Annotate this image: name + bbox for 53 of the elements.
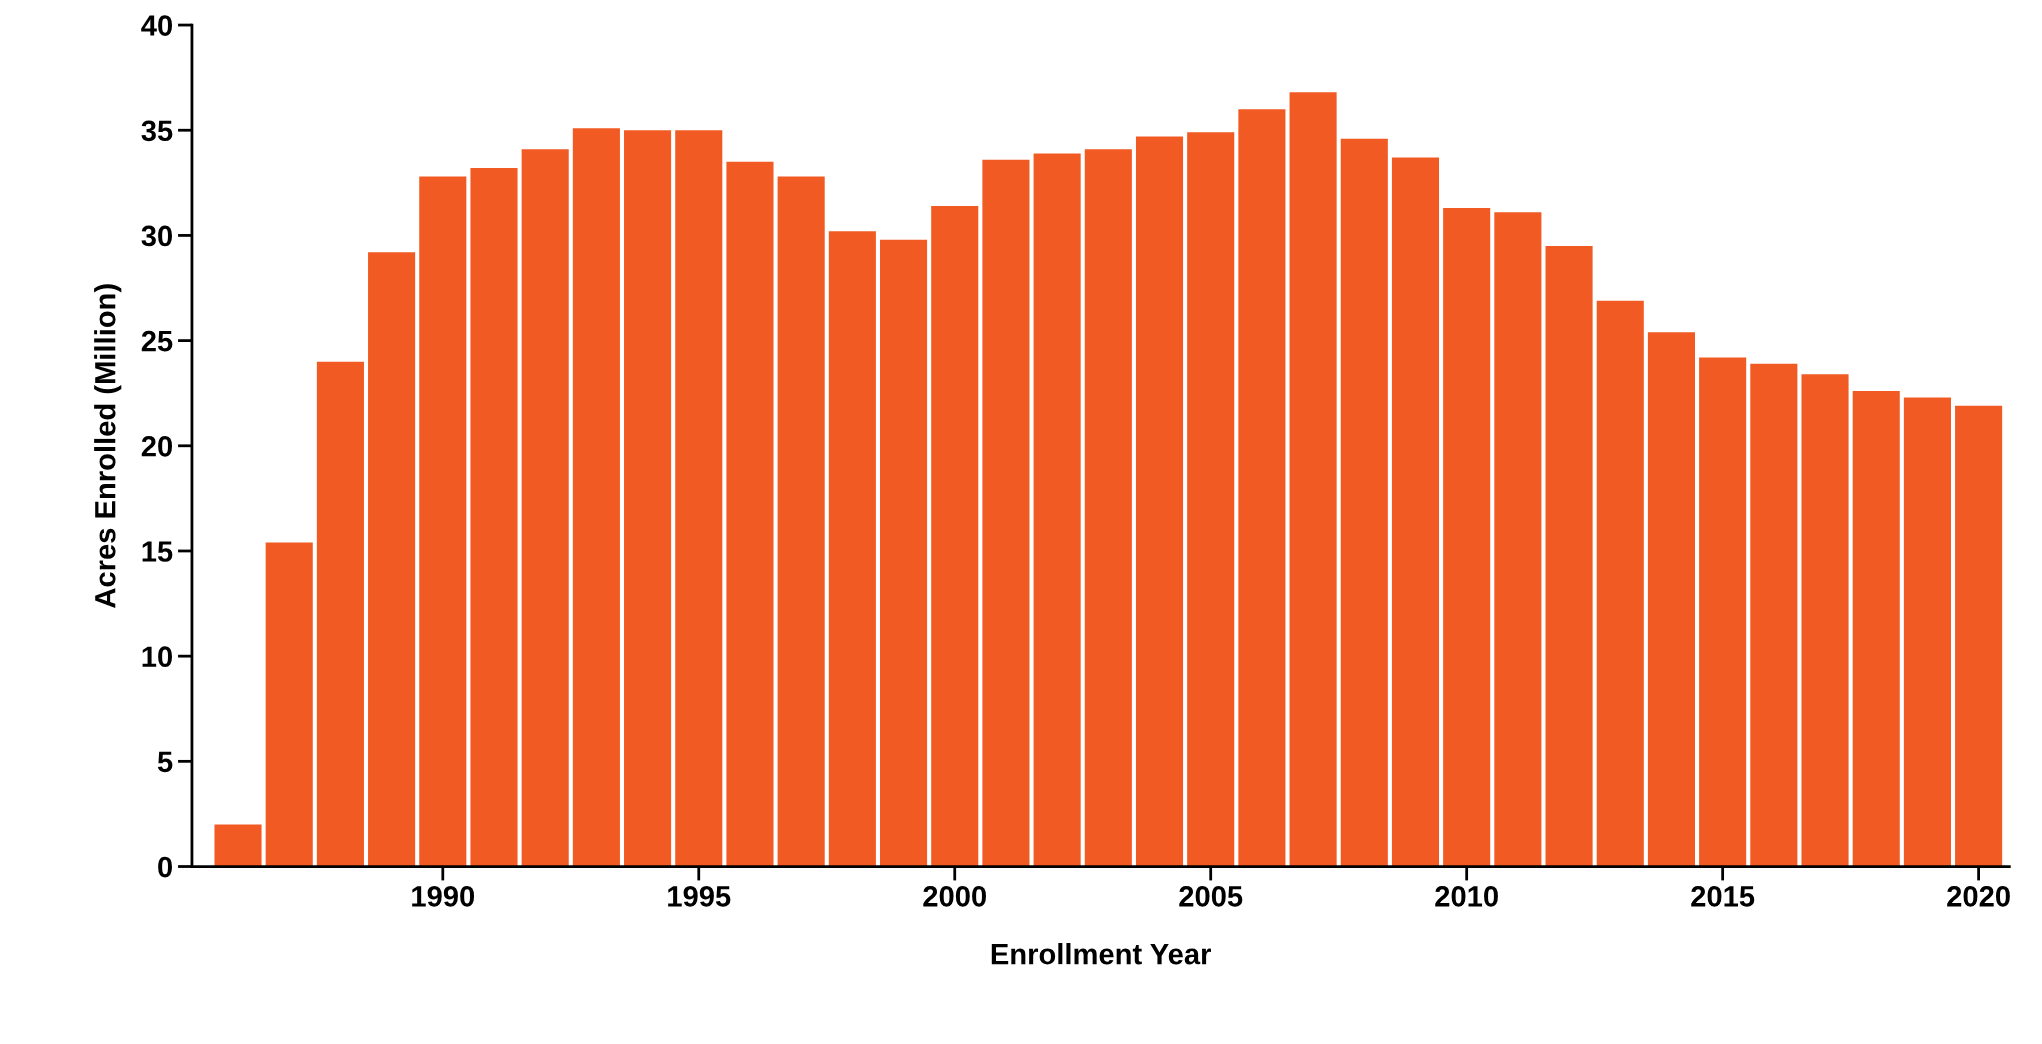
bar [521,149,569,867]
bar [1852,391,1900,867]
bar [879,239,928,867]
bar [1903,397,1951,867]
x-tick-label: 2005 [1179,886,1243,907]
y-tick-label: 5 [157,751,173,773]
bar [265,542,313,867]
bar [1443,208,1491,867]
x-tick-label: 2010 [1435,886,1498,907]
bar [1494,212,1542,867]
x-tick-label: 1990 [412,886,475,907]
y-axis-title: Acres Enrolled (Million) [94,284,122,608]
x-tick-label: 2015 [1691,886,1755,907]
bar [1187,132,1235,867]
bar [931,205,979,867]
x-tick-label: 1995 [668,886,731,907]
bar [572,128,620,867]
bar [777,176,825,867]
bar [726,161,774,867]
y-tick-label: 10 [142,646,173,668]
bar [624,130,672,867]
x-tick-label: 2000 [923,886,986,907]
bar [828,231,876,867]
bar [1647,332,1695,867]
bar [1289,92,1337,867]
bar [1750,363,1798,867]
y-tick-label: 15 [142,541,173,562]
bar [419,176,467,867]
y-tick-label: 40 [141,15,173,36]
bar [214,824,262,867]
bar [1340,138,1388,867]
y-tick-label: 30 [141,225,173,247]
bar [1596,300,1644,867]
y-tick-label: 25 [141,330,173,352]
y-tick-label: 0 [158,856,172,878]
bar [316,361,364,867]
bar [1033,153,1081,867]
bar [1238,109,1286,867]
bar [1801,374,1849,867]
x-tick-label: 2020 [1947,886,2010,907]
bar [982,159,1030,867]
bar [368,252,416,867]
bar [1545,245,1593,867]
bar [1699,357,1747,867]
bar [1135,136,1184,867]
bar [470,168,518,867]
bar [1084,149,1132,867]
y-tick-label: 35 [141,120,173,142]
bar [1391,157,1440,867]
bar [675,130,723,867]
y-tick-label: 20 [141,435,173,457]
bar [1955,405,2003,867]
x-axis-title: Enrollment Year [991,943,1211,965]
